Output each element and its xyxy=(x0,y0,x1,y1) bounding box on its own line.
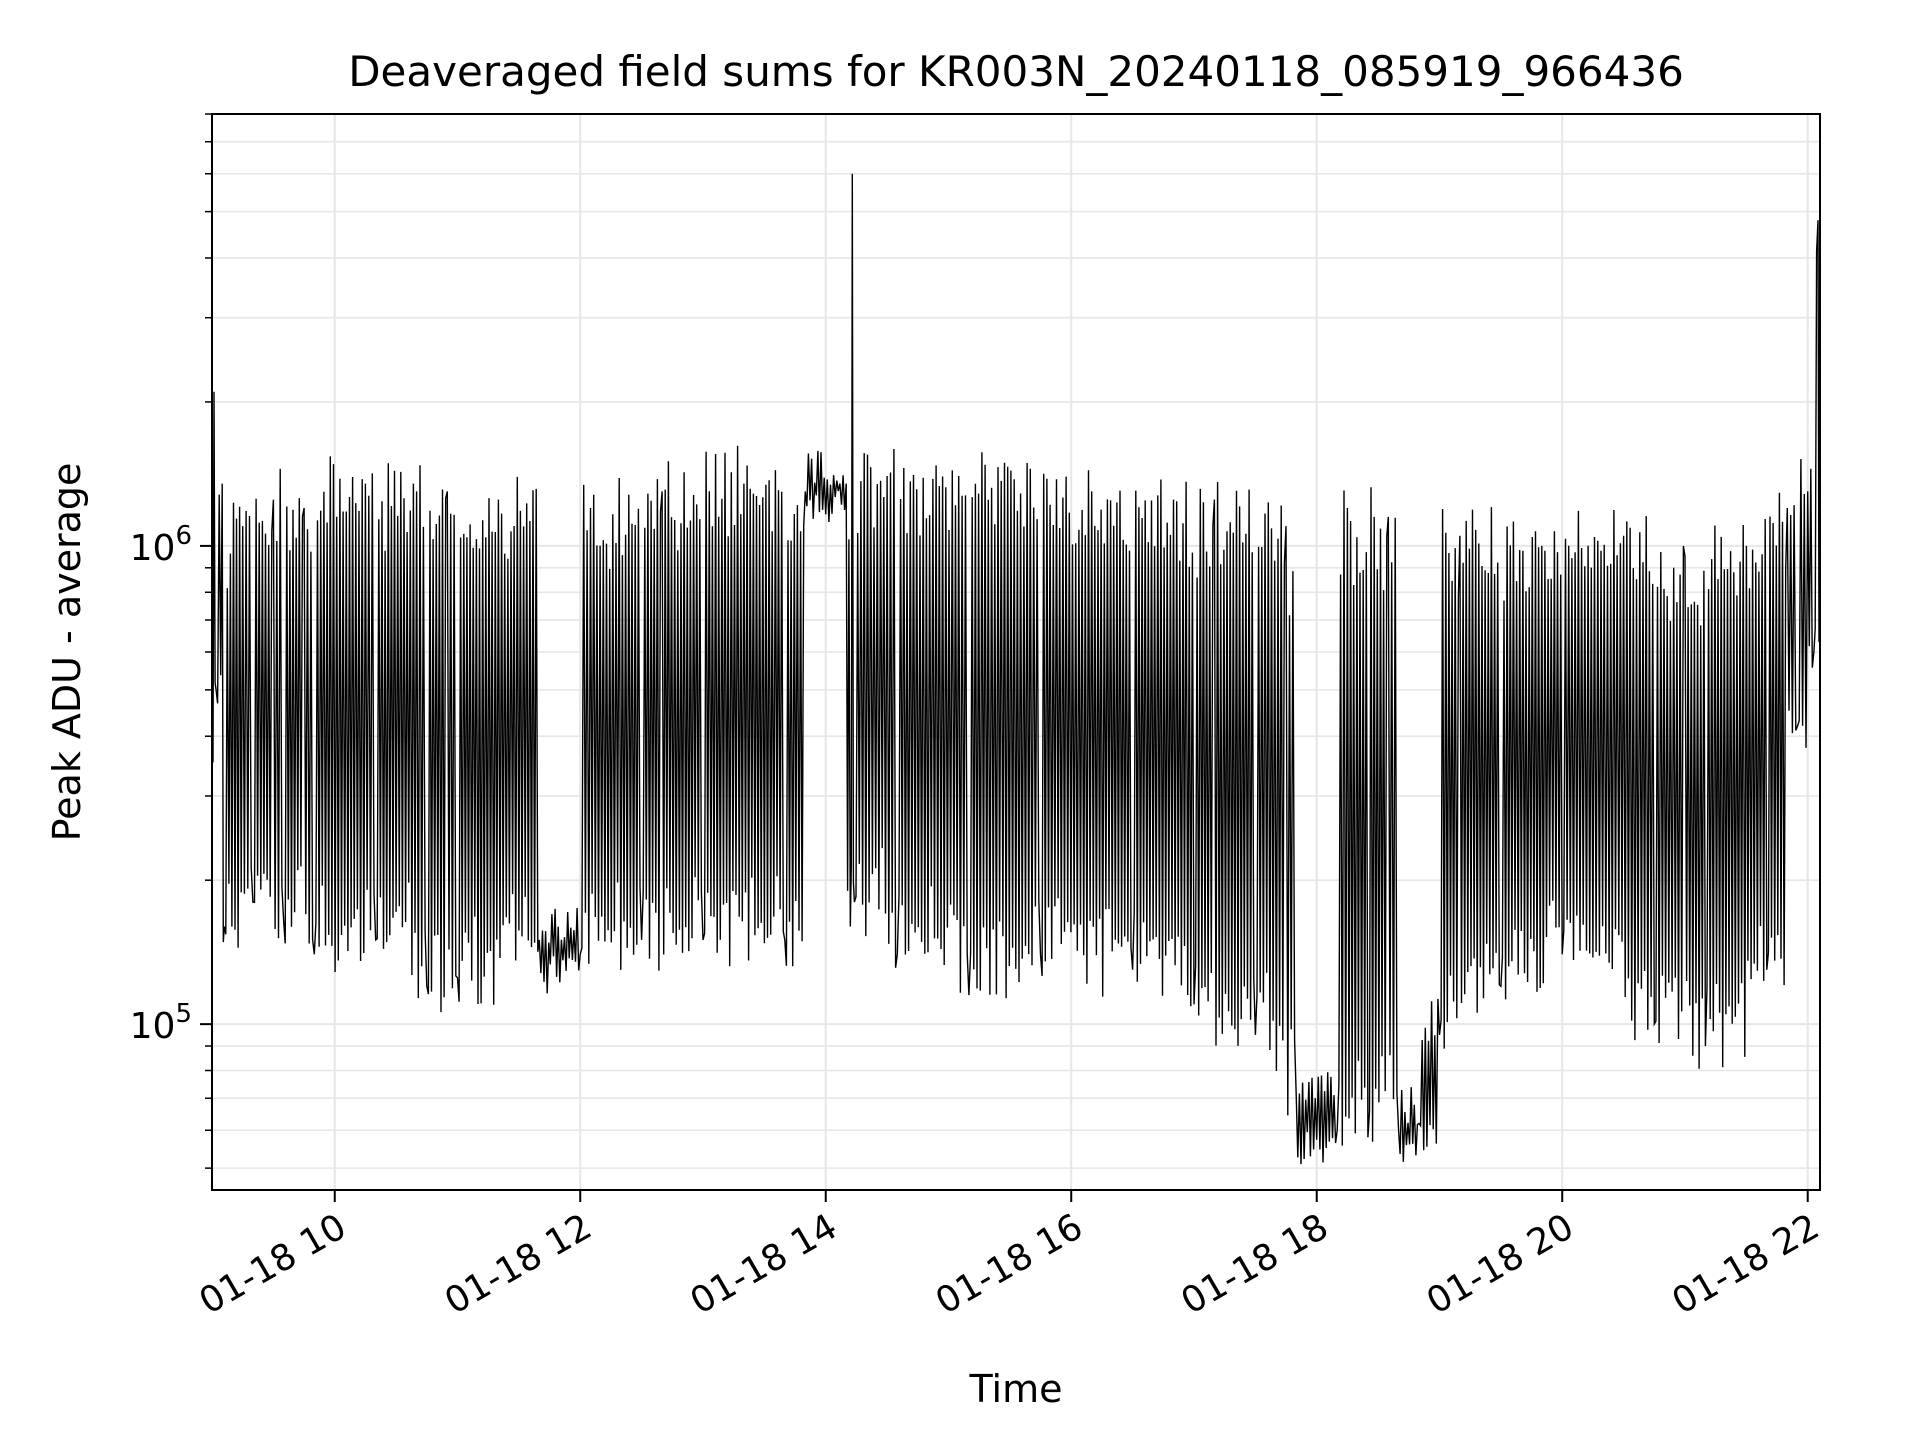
y-tick-label: 106 xyxy=(130,521,192,569)
series-line xyxy=(212,173,1820,1165)
y-axis-label: Peak ADU - average xyxy=(45,463,89,842)
chart-title: Deaveraged field sums for KR003N_2024011… xyxy=(348,47,1684,96)
series-group xyxy=(212,173,1820,1165)
y-axis: 105 106 xyxy=(130,113,212,1169)
x-axis-label: Time xyxy=(969,1367,1063,1411)
y-tick-label: 105 xyxy=(130,999,192,1047)
plot-area xyxy=(212,173,1820,1165)
